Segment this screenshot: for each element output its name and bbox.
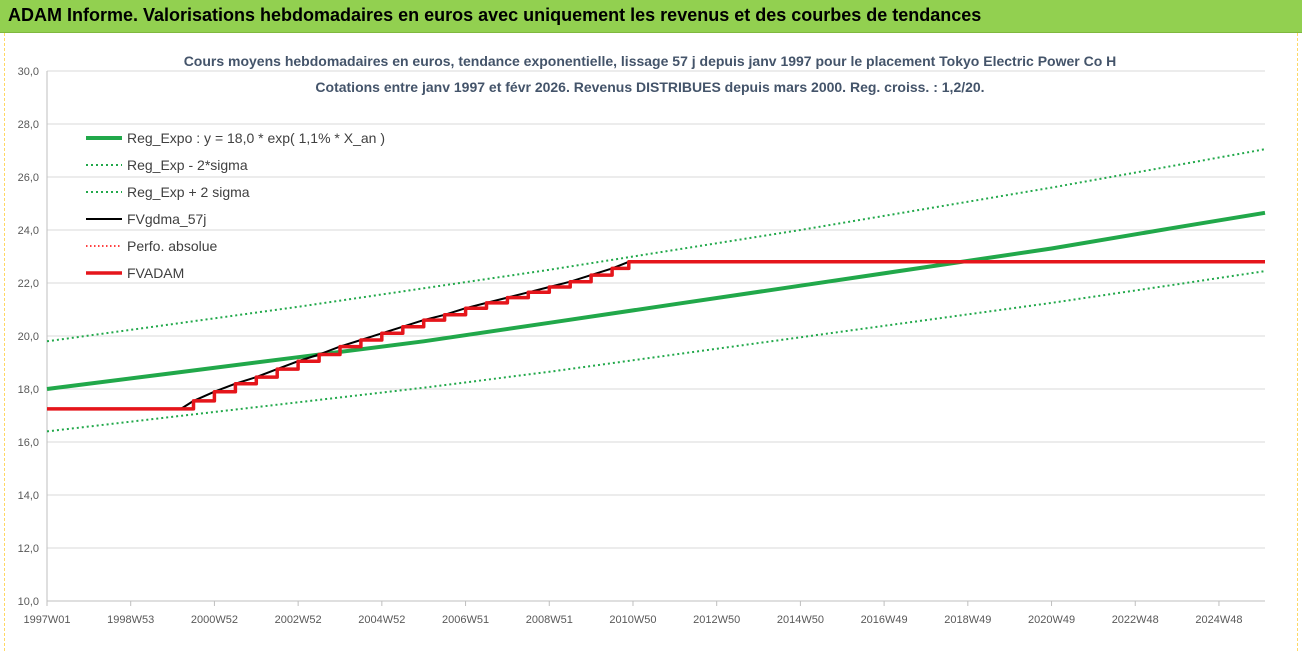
x-tick-label: 2006W51 [442,614,489,626]
x-tick-label: 2018W49 [944,614,991,626]
y-tick-label: 18,0 [18,384,39,396]
x-tick-label: 2014W50 [777,614,824,626]
y-tick-label: 12,0 [18,543,39,555]
x-tick-label: 2024W48 [1195,614,1242,626]
legend: Reg_Expo : y = 18,0 * exp( 1,1% * X_an )… [86,130,385,281]
legend-label-0: Reg_Expo : y = 18,0 * exp( 1,1% * X_an ) [127,130,385,146]
legend-label-3: FVgdma_57j [127,211,206,227]
x-tick-label: 2022W48 [1112,614,1159,626]
series-line-0 [46,210,1266,391]
x-tick-label: 2000W52 [191,614,238,626]
series-line-2 [46,148,1266,343]
page-title: ADAM Informe. Valorisations hebdomadaire… [8,5,982,25]
x-tick-label: 2002W52 [275,614,322,626]
y-tick-label: 14,0 [18,490,39,502]
header-banner: ADAM Informe. Valorisations hebdomadaire… [0,0,1302,33]
y-tick-label: 22,0 [18,278,39,290]
x-tick-label: 2016W49 [861,614,908,626]
series-line-1 [46,270,1266,433]
x-axis: 1997W01 1998W53 2000W52 2002W52 2004W52 2006W… [23,600,1265,626]
legend-label-1: Reg_Exp - 2*sigma [127,157,248,173]
y-axis: 10,0 12,0 14,0 16,0 18,0 20,0 22,0 24,0 26,0 28,0… [18,66,48,608]
x-tick-label: 2004W52 [358,614,405,626]
series-line-3 [180,260,630,410]
x-tick-label: 2008W51 [526,614,573,626]
grid-layer [47,70,1265,602]
legend-label-4: Perfo. absolue [127,238,217,254]
chart-frame [4,33,1298,651]
x-tick-label: 2020W49 [1028,614,1075,626]
chart-subtitle: Cotations entre janv 1997 et févr 2026. … [315,79,984,95]
y-tick-label: 28,0 [18,119,39,131]
series-layer [46,148,1266,433]
x-tick-label: 1998W53 [107,614,154,626]
y-tick-label: 24,0 [18,225,39,237]
x-tick-label: 1997W01 [23,614,70,626]
x-tick-label: 2010W50 [609,614,656,626]
y-tick-label: 20,0 [18,331,39,343]
legend-label-2: Reg_Exp + 2 sigma [127,184,250,200]
y-tick-label: 26,0 [18,172,39,184]
y-tick-label: 16,0 [18,437,39,449]
x-tick-label: 2012W50 [693,614,740,626]
legend-label-5: FVADAM [127,265,184,281]
y-tick-label: 10,0 [18,596,39,608]
chart-title: Cours moyens hebdomadaires en euros, ten… [184,53,1117,69]
y-tick-label: 30,0 [18,66,39,78]
series-line-5 [47,260,1265,411]
